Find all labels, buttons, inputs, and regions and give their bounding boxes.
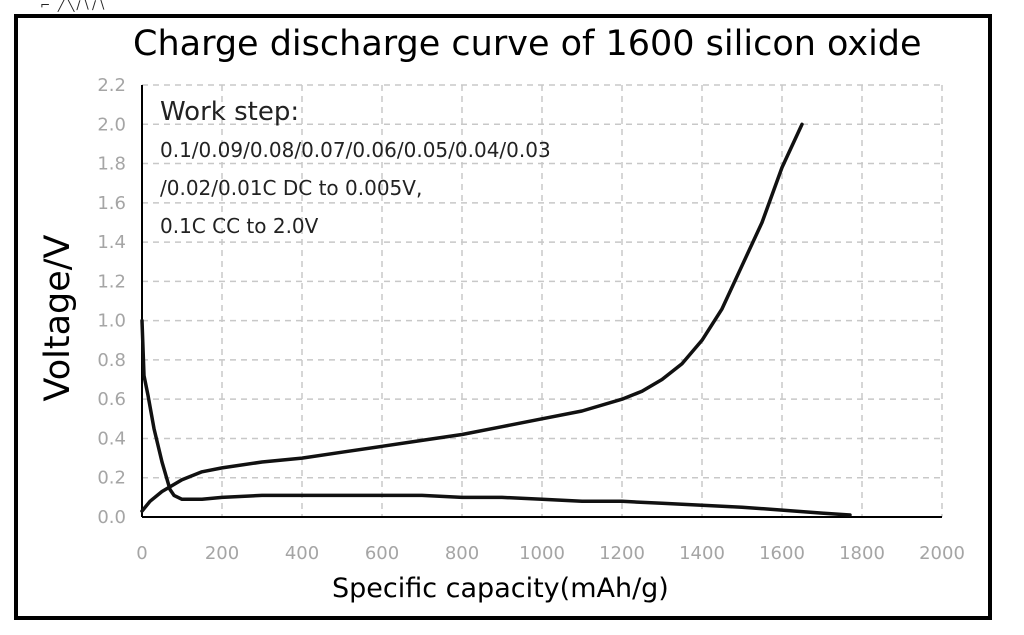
x-tick-label: 600	[365, 543, 399, 564]
x-tick-label: 0	[136, 543, 147, 564]
y-tick-label: 0.4	[97, 428, 126, 449]
x-tick-label: 200	[205, 543, 239, 564]
x-tick-label: 800	[445, 543, 479, 564]
x-tick-label: 1400	[679, 543, 725, 564]
x-tick-label: 2000	[919, 543, 965, 564]
y-tick-label: 1.6	[97, 193, 126, 214]
annotation-line: 0.1C CC to 2.0V	[160, 214, 319, 238]
y-tick-label: 1.4	[97, 232, 126, 253]
x-axis-label: Specific capacity(mAh/g)	[332, 573, 669, 604]
charge-curve	[140, 122, 804, 513]
x-tick-label: 400	[285, 543, 319, 564]
x-tick-label: 1800	[839, 543, 885, 564]
y-tick-label: 1.0	[97, 311, 126, 332]
x-tick-label: 1600	[759, 543, 805, 564]
y-tick-label: 1.2	[97, 271, 126, 292]
header-scribble: ⌐ ╱╲∕∖∕∖	[40, 0, 108, 12]
y-tick-label: 0.2	[97, 468, 126, 489]
annotation-line: /0.02/0.01C DC to 0.005V,	[160, 176, 422, 200]
x-tick-label: 1000	[519, 543, 565, 564]
annotation-line: 0.1/0.09/0.08/0.07/0.06/0.05/0.04/0.03	[160, 138, 551, 162]
y-tick-label: 0.8	[97, 350, 126, 371]
discharge-curve	[140, 318, 852, 517]
y-tick-label: 2.0	[97, 114, 126, 135]
x-tick-label: 1200	[599, 543, 645, 564]
chart-title: Charge discharge curve of 1600 silicon o…	[133, 24, 922, 64]
chart-frame	[14, 14, 992, 620]
y-tick-label: 0.6	[97, 389, 126, 410]
y-tick-label: 0.0	[97, 507, 126, 528]
y-tick-label: 2.2	[97, 75, 126, 96]
y-tick-label: 1.8	[97, 154, 126, 175]
annotation-heading: Work step:	[160, 97, 299, 127]
